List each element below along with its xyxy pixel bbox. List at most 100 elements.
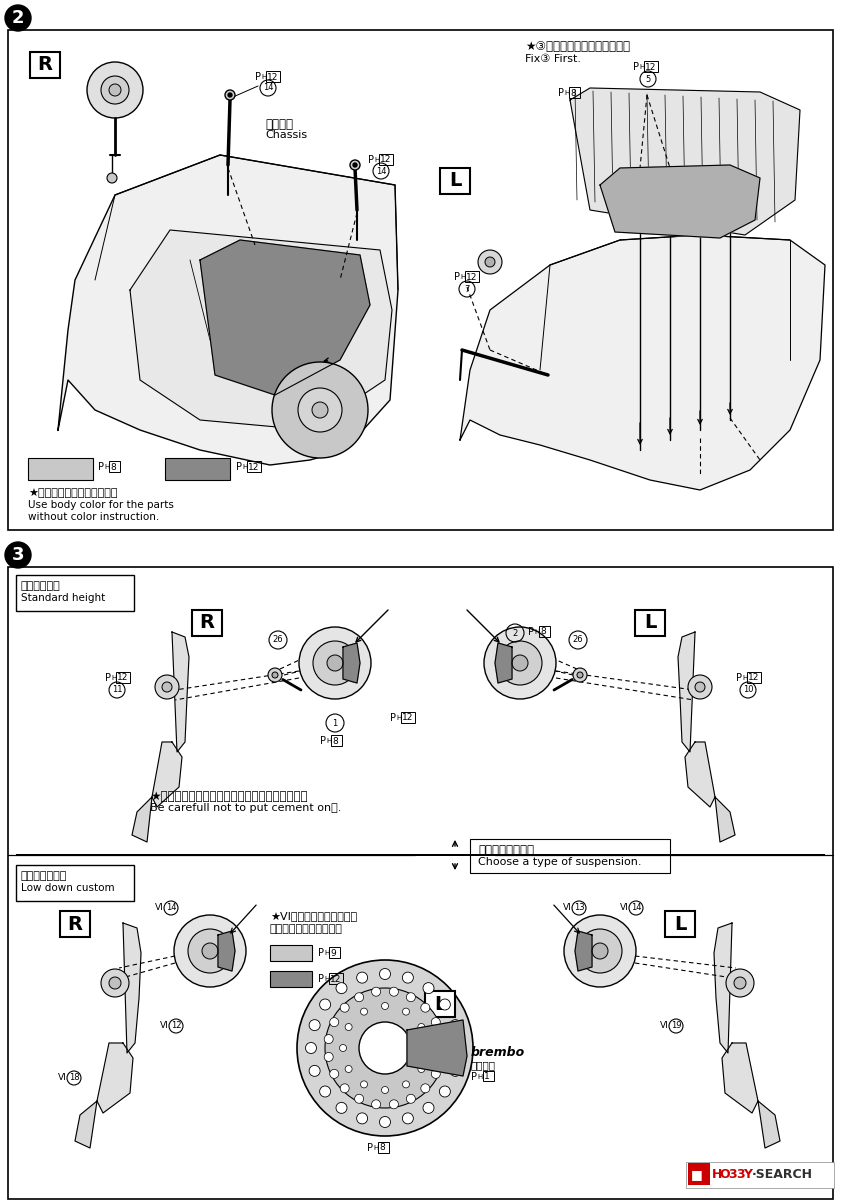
Circle shape	[424, 1044, 431, 1051]
Text: ★③を先に取り付けて下さい。: ★③を先に取り付けて下さい。	[525, 40, 630, 53]
Circle shape	[330, 1069, 339, 1079]
Circle shape	[109, 977, 121, 989]
Text: 12: 12	[171, 1021, 182, 1031]
Bar	[644, 61, 658, 72]
Text: P: P	[98, 462, 104, 472]
Circle shape	[341, 1084, 349, 1093]
Text: ·SEARCH: ·SEARCH	[752, 1169, 813, 1182]
Bar	[16, 865, 134, 901]
Circle shape	[382, 1002, 389, 1009]
Text: L: L	[449, 172, 461, 191]
Text: 3: 3	[736, 1169, 744, 1182]
Circle shape	[325, 988, 445, 1108]
Circle shape	[320, 1086, 331, 1097]
Circle shape	[312, 402, 328, 418]
Text: H: H	[242, 464, 248, 470]
Text: 12: 12	[645, 62, 656, 72]
Bar	[16, 575, 134, 611]
Text: H: H	[712, 1169, 722, 1182]
Bar	[331, 734, 342, 746]
Bar	[539, 626, 550, 637]
Bar	[116, 672, 130, 683]
Bar	[329, 947, 340, 958]
Circle shape	[359, 1022, 411, 1074]
Polygon shape	[570, 88, 800, 235]
Text: 12: 12	[380, 156, 391, 164]
Circle shape	[372, 1099, 381, 1109]
Circle shape	[355, 1094, 363, 1103]
Polygon shape	[685, 742, 715, 806]
Text: の文字は: の文字は	[471, 1060, 496, 1070]
Text: 14: 14	[262, 84, 273, 92]
Text: VI: VI	[660, 1021, 669, 1030]
Bar	[470, 839, 670, 874]
Bar	[270, 971, 312, 986]
Text: H: H	[396, 715, 402, 721]
Text: VI: VI	[563, 902, 572, 912]
Circle shape	[336, 1103, 347, 1114]
Text: 8: 8	[540, 628, 546, 636]
Circle shape	[389, 988, 399, 996]
Bar	[8, 30, 833, 530]
Text: 12: 12	[402, 714, 414, 722]
Text: ★指示のない部分はボディ色: ★指示のない部分はボディ色	[28, 488, 118, 498]
Bar	[665, 911, 695, 937]
Bar	[329, 973, 343, 984]
Circle shape	[450, 1066, 461, 1076]
Text: 8: 8	[379, 1144, 384, 1152]
Circle shape	[345, 1066, 352, 1073]
Circle shape	[389, 1099, 399, 1109]
Bar	[635, 610, 665, 636]
Text: ■: ■	[691, 1169, 703, 1182]
Circle shape	[155, 674, 179, 698]
Bar	[440, 168, 470, 194]
Circle shape	[564, 914, 636, 986]
Circle shape	[726, 970, 754, 997]
Bar	[109, 461, 120, 472]
Bar	[378, 1142, 389, 1153]
Circle shape	[420, 1003, 430, 1012]
Polygon shape	[343, 643, 360, 683]
Text: R: R	[38, 55, 52, 74]
Text: P: P	[320, 736, 326, 746]
Circle shape	[268, 668, 282, 682]
Circle shape	[418, 1066, 425, 1073]
Circle shape	[512, 655, 528, 671]
Circle shape	[406, 1094, 415, 1103]
Circle shape	[577, 672, 583, 678]
Polygon shape	[678, 632, 695, 752]
Polygon shape	[97, 1043, 133, 1114]
Text: ★VIⓔに接着剤がつかない: ★VIⓔに接着剤がつかない	[270, 911, 357, 922]
Bar	[465, 271, 479, 282]
Circle shape	[372, 988, 381, 996]
Text: H: H	[461, 274, 466, 280]
Text: 12: 12	[248, 462, 259, 472]
Circle shape	[174, 914, 246, 986]
Circle shape	[355, 992, 363, 1002]
Polygon shape	[123, 923, 141, 1054]
Text: 2: 2	[12, 8, 24, 26]
Polygon shape	[714, 923, 732, 1054]
Circle shape	[309, 1020, 320, 1031]
Bar	[688, 1163, 710, 1186]
Text: 12: 12	[267, 72, 278, 82]
Text: P: P	[736, 673, 742, 683]
Bar	[270, 946, 312, 961]
Text: L: L	[674, 914, 686, 934]
Circle shape	[402, 972, 414, 983]
Bar	[379, 154, 393, 164]
Circle shape	[109, 84, 121, 96]
Circle shape	[484, 626, 556, 698]
Bar	[192, 610, 222, 636]
Text: brembo: brembo	[471, 1046, 526, 1058]
Text: 9: 9	[330, 948, 336, 958]
Text: H: H	[326, 738, 331, 744]
Circle shape	[305, 1043, 316, 1054]
Text: VI: VI	[620, 902, 629, 912]
Text: 26: 26	[272, 636, 283, 644]
Text: 7: 7	[464, 284, 469, 294]
Circle shape	[327, 655, 343, 671]
Circle shape	[734, 977, 746, 989]
Circle shape	[297, 960, 473, 1136]
Circle shape	[162, 682, 172, 692]
